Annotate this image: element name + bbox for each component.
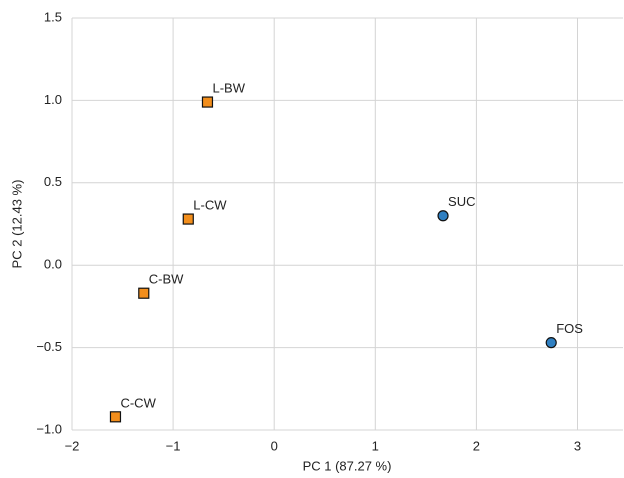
x-tick-label: 3 bbox=[574, 438, 581, 453]
x-tick-label: −2 bbox=[65, 438, 80, 453]
x-tick-label: 2 bbox=[473, 438, 480, 453]
x-tick-label: 1 bbox=[372, 438, 379, 453]
y-tick-label: −0.5 bbox=[36, 339, 62, 354]
y-tick-label: 1.5 bbox=[44, 9, 62, 24]
point-label: L-CW bbox=[193, 197, 227, 212]
x-axis-label: PC 1 (87.27 %) bbox=[303, 458, 392, 473]
point-label: C-BW bbox=[149, 272, 184, 287]
point bbox=[201, 96, 214, 108]
x-tick-label: 0 bbox=[271, 438, 278, 453]
y-tick-label: 0.0 bbox=[44, 257, 62, 272]
y-tick-label: −1.0 bbox=[36, 421, 62, 436]
point bbox=[182, 213, 194, 225]
point-label: FOS bbox=[556, 321, 583, 336]
point-label: SUC bbox=[448, 194, 475, 209]
x-tick-label: −1 bbox=[166, 438, 181, 453]
point bbox=[138, 287, 150, 299]
point bbox=[437, 210, 449, 222]
y-tick-label: 0.5 bbox=[44, 174, 62, 189]
point bbox=[109, 411, 122, 423]
point bbox=[545, 337, 557, 349]
point-label: C-CW bbox=[120, 395, 156, 410]
y-tick-label: 1.0 bbox=[44, 92, 62, 107]
y-axis-label: PC 2 (12.43 %) bbox=[9, 180, 24, 269]
point-label: L-BW bbox=[212, 80, 245, 95]
